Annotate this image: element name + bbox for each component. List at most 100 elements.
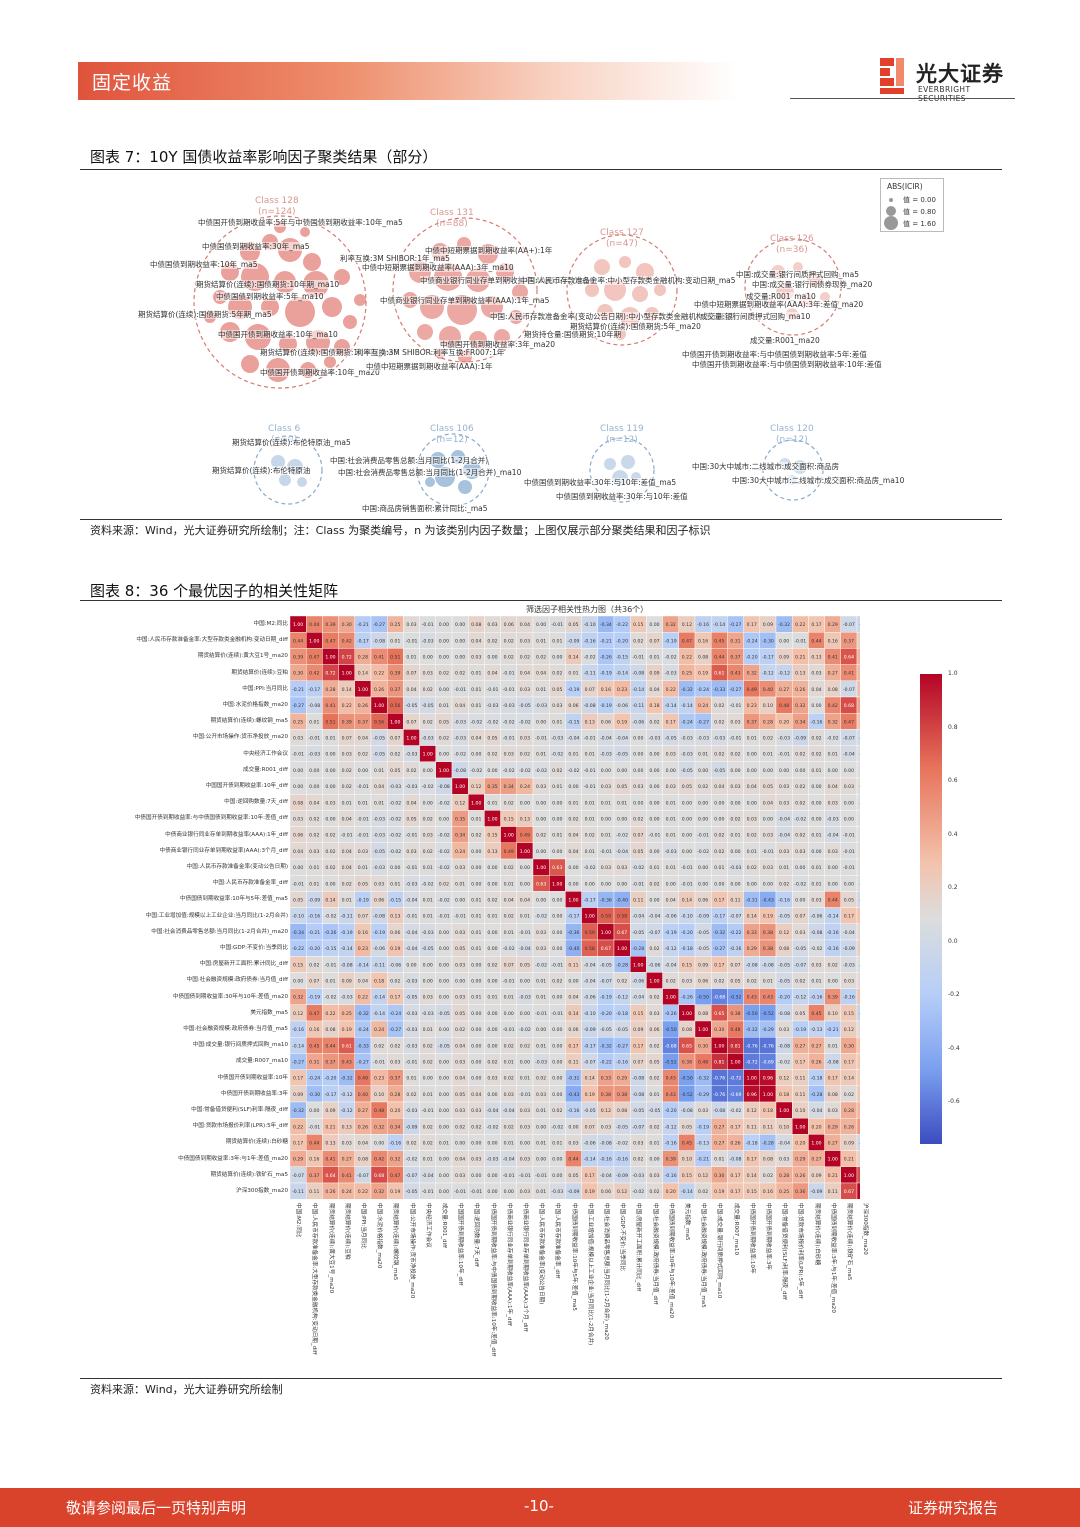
heatmap-cell-value: 0.03 bbox=[471, 655, 481, 661]
heatmap-cell-value: 0.18 bbox=[649, 703, 659, 709]
heatmap-cell-value: 0.03 bbox=[844, 979, 854, 985]
heatmap-cell-value: 0.00 bbox=[828, 768, 838, 774]
heatmap-cell-value: 0.12 bbox=[471, 784, 481, 790]
heatmap-cell-value: 0.00 bbox=[568, 1124, 578, 1130]
heatmap-cell-value: 0.00 bbox=[471, 1060, 481, 1066]
heatmap-cell-value: -0.01 bbox=[551, 962, 563, 968]
heatmap-cell-value: 0.34 bbox=[795, 719, 805, 725]
heatmap-cell-value: 0.12 bbox=[293, 1011, 303, 1017]
heatmap-cell-value: 0.59 bbox=[585, 930, 595, 936]
heatmap-cell-value: 0.03 bbox=[633, 784, 643, 790]
heatmap-cell-value: 0.28 bbox=[325, 687, 335, 693]
heatmap-cell-value: -0.05 bbox=[649, 1108, 661, 1114]
heatmap-cell-value: 0.00 bbox=[487, 1011, 497, 1017]
heatmap-cell-value: 0.15 bbox=[747, 1189, 757, 1195]
heatmap-cell-value: -0.27 bbox=[373, 622, 385, 628]
heatmap-cell-value: 0.37 bbox=[390, 1076, 400, 1082]
heatmap-cell-value: 0.02 bbox=[536, 833, 546, 839]
heatmap-cell-value: -0.03 bbox=[406, 784, 418, 790]
heatmap-cell-value: 0.00 bbox=[649, 784, 659, 790]
heatmap-cell-value: 0.02 bbox=[666, 979, 676, 985]
heatmap-cell-value: -0.07 bbox=[649, 930, 661, 936]
heatmap-cell-value: 0.00 bbox=[520, 1060, 530, 1066]
heatmap-cell-value: 0.12 bbox=[698, 1173, 708, 1179]
heatmap-cell-value: 0.00 bbox=[325, 881, 335, 887]
heatmap-cell-value: -0.12 bbox=[778, 671, 790, 677]
row-label: 中债国开债到期收益率:3年 bbox=[221, 1090, 288, 1097]
heatmap-cell-value: 0.11 bbox=[568, 1060, 578, 1066]
heatmap-cell-value: 0.00 bbox=[536, 719, 546, 725]
heatmap-cell-value: 0.01 bbox=[374, 800, 384, 806]
heatmap-cell-value: 0.00 bbox=[666, 881, 676, 887]
heatmap-cell-value: -0.30 bbox=[308, 1092, 320, 1098]
heatmap-cell-value: -0.01 bbox=[422, 622, 434, 628]
heatmap-cell-value: -0.05 bbox=[665, 736, 677, 742]
heatmap-cell-value: 0.02 bbox=[633, 817, 643, 823]
heatmap-cell-value: -0.17 bbox=[325, 1092, 337, 1098]
heatmap-cell-value: 0.03 bbox=[471, 1157, 481, 1163]
heatmap-cell-value: 0.17 bbox=[714, 962, 724, 968]
heatmap-cell-value: 0.00 bbox=[633, 800, 643, 806]
heatmap-cell-value: -0.26 bbox=[325, 930, 337, 936]
heatmap-cell bbox=[856, 793, 860, 811]
heatmap-cell-value: 0.02 bbox=[471, 1124, 481, 1130]
heatmap-cell-value: 0.23 bbox=[747, 703, 757, 709]
heatmap-cell-value: 0.03 bbox=[325, 800, 335, 806]
heatmap-cell-value: 0.13 bbox=[520, 817, 530, 823]
heatmap-cell-value: 0.01 bbox=[487, 800, 497, 806]
heatmap-cell-value: 0.02 bbox=[374, 1043, 384, 1049]
heatmap-cell-value: -0.02 bbox=[389, 817, 401, 823]
heatmap-cell-value: 0.22 bbox=[358, 995, 368, 1001]
heatmap-cell-value: 0.03 bbox=[504, 752, 514, 758]
heatmap-cell-value: 0.00 bbox=[552, 1076, 562, 1082]
heatmap-cell-value: -0.04 bbox=[584, 979, 596, 985]
factor-label: 期货结算价(连续):布伦特原油 bbox=[212, 466, 311, 475]
heatmap-cell-value: 0.05 bbox=[844, 898, 854, 904]
col-label: 中国:社会消费品零售总额:当月同比(1-2月合并)_ma20 bbox=[602, 1203, 609, 1340]
heatmap-cell-value: 0.00 bbox=[487, 1092, 497, 1098]
heatmap-cell-value: 0.02 bbox=[795, 979, 805, 985]
heatmap-cell-value: -0.03 bbox=[551, 736, 563, 742]
factor-label: 中债国债到期收益率:30年_ma5 bbox=[202, 242, 310, 251]
factor-label: 成交量:R001_ma10 bbox=[746, 292, 816, 301]
heatmap-cell-value: -0.08 bbox=[778, 1043, 790, 1049]
heatmap-cell-value: 0.01 bbox=[504, 930, 514, 936]
row-label: 中国:工业增加值:规模以上工业企业:当月同比(1-2月合并) bbox=[145, 912, 288, 919]
heatmap-cell-value: 0.00 bbox=[552, 995, 562, 1001]
heatmap-cell-value: 0.42 bbox=[374, 1157, 384, 1163]
heatmap-cell-value: 0.00 bbox=[552, 1043, 562, 1049]
heatmap-cell-value: -0.02 bbox=[794, 817, 806, 823]
heatmap-cell-value: 0.01 bbox=[309, 881, 319, 887]
heatmap-cell-value: -0.19 bbox=[794, 1027, 806, 1033]
heatmap-cell-value: 0.14 bbox=[844, 1076, 854, 1082]
heatmap-cell-value: 0.17 bbox=[293, 1076, 303, 1082]
heatmap-cell-value: 0.00 bbox=[649, 849, 659, 855]
heatmap-cell-value: -0.72 bbox=[730, 1076, 742, 1082]
heatmap-cell-value: -0.15 bbox=[616, 655, 628, 661]
heatmap-cell-value: 0.06 bbox=[568, 703, 578, 709]
heatmap-cell-value: 0.96 bbox=[763, 1076, 773, 1082]
colorbar-tick: -0.2 bbox=[948, 991, 960, 998]
heatmap-cell-value: -0.68 bbox=[665, 1043, 677, 1049]
heatmap-cell-value: 1.00 bbox=[633, 962, 643, 968]
heatmap-cell-value: 0.02 bbox=[649, 719, 659, 725]
heatmap-cell-value: -0.28 bbox=[632, 946, 644, 952]
heatmap-cell-value: -0.34 bbox=[292, 930, 304, 936]
heatmap-cell-value: 0.47 bbox=[390, 1173, 400, 1179]
brand-english: EVERBRIGHT SECURITIES bbox=[918, 85, 971, 103]
heatmap-cell-value: 0.38 bbox=[682, 1060, 692, 1066]
col-label: 中央经济工作会议 bbox=[424, 1203, 431, 1248]
heatmap-cell-value: 0.01 bbox=[811, 979, 821, 985]
heatmap-cell-value: 0.00 bbox=[811, 800, 821, 806]
heatmap-cell-value: -0.01 bbox=[406, 638, 418, 644]
heatmap-cell-value: 1.00 bbox=[325, 655, 335, 661]
heatmap-cell-value: 0.15 bbox=[633, 622, 643, 628]
heatmap-cell-value: 0.00 bbox=[293, 865, 303, 871]
heatmap-cell-value: 0.01 bbox=[536, 752, 546, 758]
heatmap-cell-value: 0.17 bbox=[633, 1043, 643, 1049]
heatmap-cell-value: 0.01 bbox=[487, 914, 497, 920]
heatmap-cell-value: 0.17 bbox=[666, 719, 676, 725]
heatmap-cell-value: 0.12 bbox=[601, 1108, 611, 1114]
heatmap-cell-value: 1.00 bbox=[568, 898, 578, 904]
heatmap-cell-value: -0.04 bbox=[406, 898, 418, 904]
